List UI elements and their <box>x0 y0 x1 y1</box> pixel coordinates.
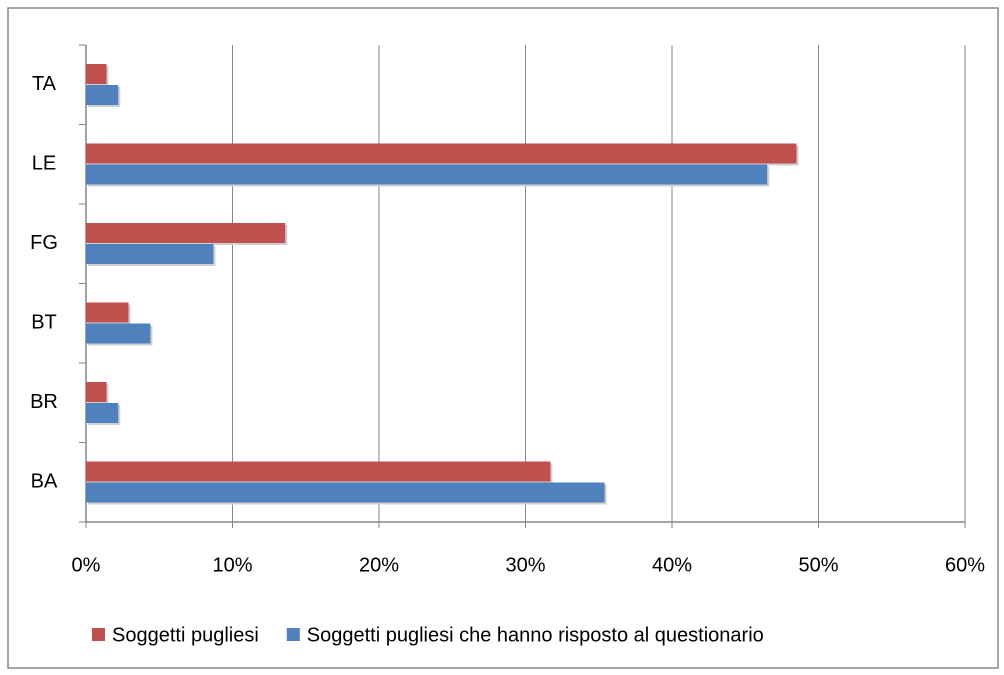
y-tick-label: TA <box>32 73 57 95</box>
y-tick-label: FG <box>30 232 58 254</box>
bar <box>86 223 286 243</box>
bar <box>86 302 129 323</box>
bar <box>86 461 551 482</box>
y-tick-label: BA <box>31 471 58 493</box>
legend-label: Soggetti pugliesi <box>112 624 259 646</box>
legend-swatch <box>92 628 105 641</box>
x-tick-label: 0% <box>72 554 101 576</box>
bar <box>86 323 151 344</box>
x-tick-label: 60% <box>945 554 985 576</box>
x-tick-label: 20% <box>359 554 399 576</box>
legend-label: Soggetti pugliesi che hanno risposto al … <box>307 624 764 646</box>
x-tick-label: 50% <box>798 554 838 576</box>
bar <box>86 482 605 503</box>
chart-frame <box>7 7 999 669</box>
bar <box>86 143 797 164</box>
bar <box>86 164 768 185</box>
bar <box>86 382 107 402</box>
y-tick-label: LE <box>32 153 56 175</box>
y-tick-label: BT <box>31 312 57 334</box>
bar <box>86 244 214 264</box>
x-tick-label: 40% <box>652 554 692 576</box>
legend-swatch <box>286 628 300 641</box>
x-tick-label: 10% <box>212 554 252 576</box>
bar <box>86 85 119 105</box>
bar <box>86 64 107 84</box>
x-tick-label: 30% <box>505 554 545 576</box>
y-tick-label: BR <box>30 391 58 413</box>
bar <box>86 403 119 423</box>
